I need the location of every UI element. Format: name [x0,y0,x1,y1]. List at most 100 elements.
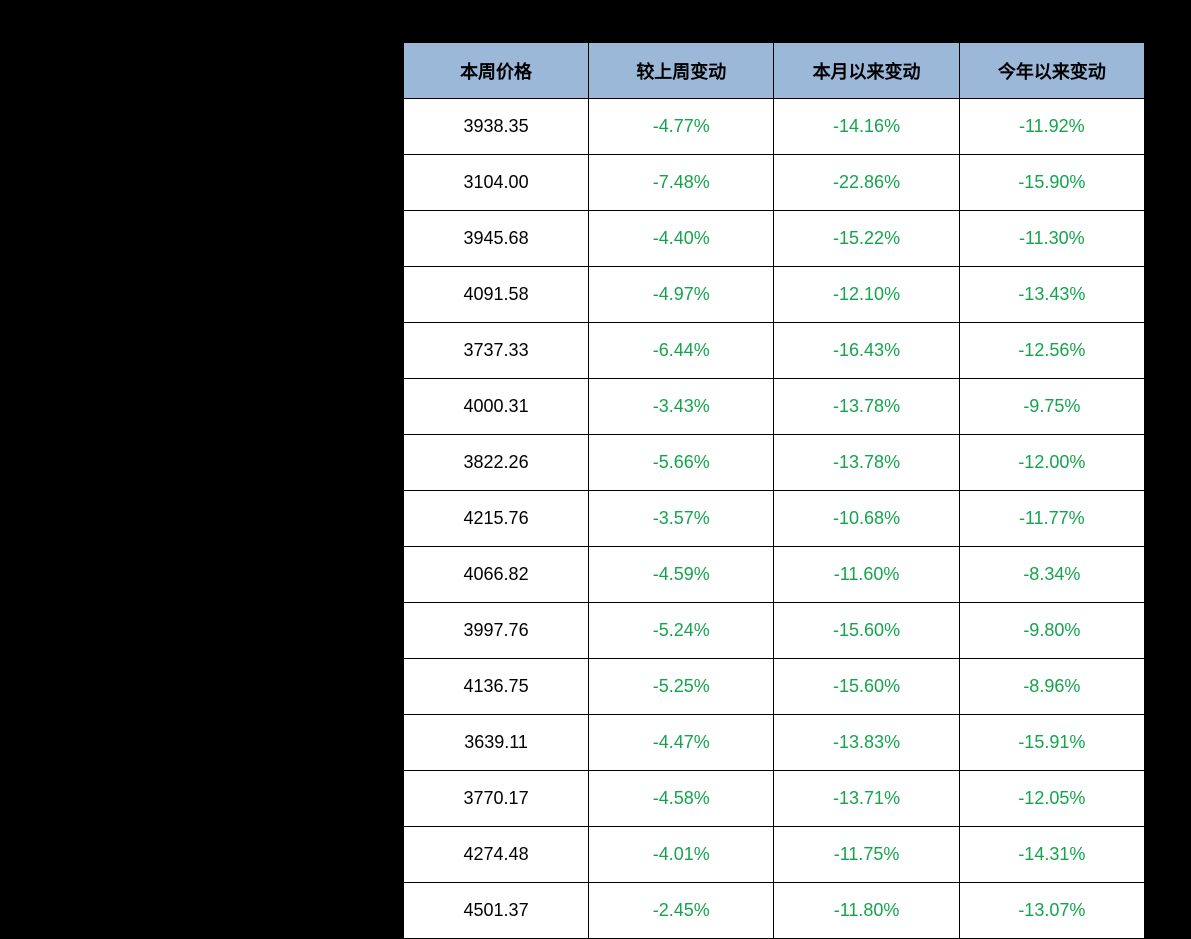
col-header-wow: 较上周变动 [589,43,774,99]
cell-wow: -4.47% [589,715,774,771]
row-label-blank [123,435,403,491]
row-lead-blank [85,883,123,939]
row-label-blank [123,155,403,211]
cell-price: 3822.26 [403,435,588,491]
header-blank-2 [123,43,403,99]
cell-price: 4274.48 [403,827,588,883]
cell-ytd: -12.56% [959,323,1144,379]
row-lead-blank [85,491,123,547]
table-row: 4136.75 -5.25% -15.60% -8.96% [85,659,1145,715]
cell-ytd: -13.43% [959,267,1144,323]
cell-ytd: -11.92% [959,99,1144,155]
cell-mtd: -15.60% [774,603,959,659]
cell-price: 4091.58 [403,267,588,323]
table-header-row: 本周价格 较上周变动 本月以来变动 今年以来变动 [85,43,1145,99]
cell-wow: -5.66% [589,435,774,491]
row-label-blank [123,99,403,155]
cell-mtd: -13.78% [774,435,959,491]
cell-ytd: -15.91% [959,715,1144,771]
cell-price: 3770.17 [403,771,588,827]
table-row: 4066.82 -4.59% -11.60% -8.34% [85,547,1145,603]
cell-mtd: -12.10% [774,267,959,323]
cell-mtd: -11.60% [774,547,959,603]
table-row: 3997.76 -5.24% -15.60% -9.80% [85,603,1145,659]
row-label-blank [123,491,403,547]
cell-ytd: -13.07% [959,883,1144,939]
cell-ytd: -9.80% [959,603,1144,659]
cell-ytd: -15.90% [959,155,1144,211]
table-row: 4000.31 -3.43% -13.78% -9.75% [85,379,1145,435]
col-header-price: 本周价格 [403,43,588,99]
cell-price: 4215.76 [403,491,588,547]
cell-wow: -2.45% [589,883,774,939]
cell-price: 4501.37 [403,883,588,939]
cell-price: 4066.82 [403,547,588,603]
table-row: 3945.68 -4.40% -15.22% -11.30% [85,211,1145,267]
cell-wow: -4.77% [589,99,774,155]
cell-wow: -4.40% [589,211,774,267]
cell-price: 4000.31 [403,379,588,435]
cell-mtd: -15.60% [774,659,959,715]
table-row: 3822.26 -5.66% -13.78% -12.00% [85,435,1145,491]
col-header-ytd: 今年以来变动 [959,43,1144,99]
cell-ytd: -12.00% [959,435,1144,491]
row-label-blank [123,715,403,771]
row-label-blank [123,603,403,659]
row-lead-blank [85,435,123,491]
row-lead-blank [85,211,123,267]
row-label-blank [123,211,403,267]
row-lead-blank [85,547,123,603]
cell-ytd: -8.34% [959,547,1144,603]
cell-wow: -6.44% [589,323,774,379]
row-lead-blank [85,659,123,715]
cell-wow: -4.59% [589,547,774,603]
cell-ytd: -8.96% [959,659,1144,715]
row-lead-blank [85,379,123,435]
cell-mtd: -11.80% [774,883,959,939]
cell-price: 4136.75 [403,659,588,715]
row-lead-blank [85,155,123,211]
table-row: 4215.76 -3.57% -10.68% -11.77% [85,491,1145,547]
table-row: 4274.48 -4.01% -11.75% -14.31% [85,827,1145,883]
cell-mtd: -11.75% [774,827,959,883]
cell-price: 3737.33 [403,323,588,379]
cell-ytd: -14.31% [959,827,1144,883]
header-blank-1 [85,43,123,99]
row-lead-blank [85,99,123,155]
row-label-blank [123,379,403,435]
row-lead-blank [85,715,123,771]
cell-wow: -7.48% [589,155,774,211]
cell-wow: -3.57% [589,491,774,547]
cell-mtd: -13.83% [774,715,959,771]
cell-mtd: -13.71% [774,771,959,827]
cell-ytd: -11.30% [959,211,1144,267]
row-label-blank [123,827,403,883]
cell-mtd: -13.78% [774,379,959,435]
cell-wow: -3.43% [589,379,774,435]
table-row: 4091.58 -4.97% -12.10% -13.43% [85,267,1145,323]
cell-ytd: -11.77% [959,491,1144,547]
cell-mtd: -15.22% [774,211,959,267]
table-row: 3737.33 -6.44% -16.43% -12.56% [85,323,1145,379]
cell-mtd: -14.16% [774,99,959,155]
cell-wow: -4.01% [589,827,774,883]
table-row: 3770.17 -4.58% -13.71% -12.05% [85,771,1145,827]
row-lead-blank [85,323,123,379]
cell-wow: -5.25% [589,659,774,715]
price-table-container: 本周价格 较上周变动 本月以来变动 今年以来变动 3938.35 -4.77% … [85,42,1145,939]
row-label-blank [123,323,403,379]
row-label-blank [123,771,403,827]
cell-mtd: -10.68% [774,491,959,547]
row-label-blank [123,883,403,939]
price-change-table: 本周价格 较上周变动 本月以来变动 今年以来变动 3938.35 -4.77% … [85,42,1145,939]
table-row: 3104.00 -7.48% -22.86% -15.90% [85,155,1145,211]
cell-ytd: -12.05% [959,771,1144,827]
cell-ytd: -9.75% [959,379,1144,435]
cell-price: 3938.35 [403,99,588,155]
row-label-blank [123,267,403,323]
cell-mtd: -22.86% [774,155,959,211]
row-label-blank [123,547,403,603]
cell-price: 3945.68 [403,211,588,267]
cell-wow: -4.58% [589,771,774,827]
cell-price: 3997.76 [403,603,588,659]
